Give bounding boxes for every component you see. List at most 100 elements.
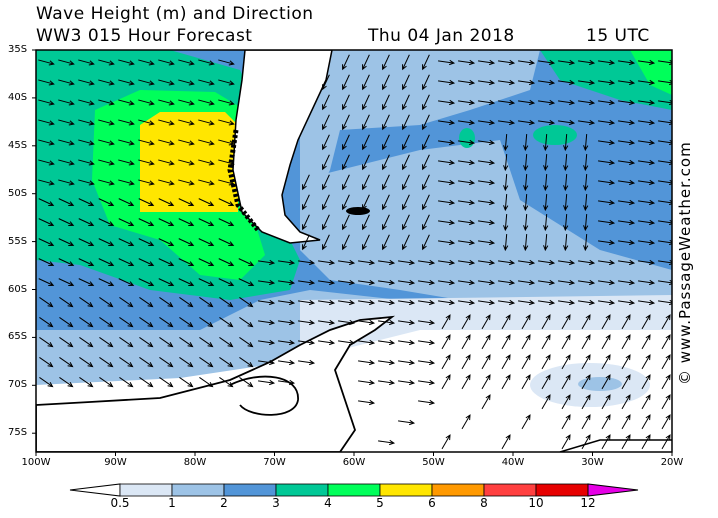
lon-label: 80W xyxy=(183,457,207,468)
wave-direction-arrow xyxy=(358,279,376,286)
wave-direction-arrow xyxy=(598,59,616,66)
wave-direction-arrow xyxy=(318,299,336,306)
wave-direction-arrow xyxy=(118,218,135,226)
wave-direction-arrow xyxy=(302,194,310,211)
wave-direction-arrow xyxy=(558,119,576,126)
wave-direction-arrow xyxy=(563,213,569,232)
wave-direction-arrow xyxy=(543,153,549,172)
wave-direction-arrow xyxy=(518,59,536,66)
wave-direction-arrow xyxy=(438,59,456,66)
wave-direction-arrow xyxy=(523,193,529,212)
wave-direction-arrow xyxy=(218,59,235,66)
wave-direction-arrow xyxy=(39,357,54,368)
wave-direction-arrow xyxy=(563,173,569,192)
wave-direction-arrow xyxy=(78,119,95,126)
wave-direction-arrow xyxy=(278,339,296,346)
wave-direction-arrow xyxy=(523,213,529,232)
wave-direction-arrow xyxy=(563,193,569,212)
wave-direction-arrow xyxy=(378,259,396,266)
wave-direction-arrow xyxy=(278,359,296,366)
wave-direction-arrow xyxy=(402,134,410,151)
wave-direction-arrow xyxy=(138,278,155,286)
wave-direction-arrow xyxy=(498,119,516,126)
wave-direction-arrow xyxy=(139,357,154,368)
wave-direction-arrow xyxy=(618,259,636,266)
wave-direction-arrow xyxy=(159,297,174,308)
wave-direction-arrow xyxy=(258,259,276,266)
wave-direction-arrow xyxy=(498,279,516,286)
wave-direction-arrow xyxy=(438,139,456,146)
wave-direction-arrow xyxy=(402,74,410,91)
wave-direction-arrow xyxy=(59,337,74,348)
wave-direction-arrow xyxy=(601,334,611,350)
wave-direction-arrow xyxy=(498,99,516,106)
wave-direction-arrow xyxy=(618,179,636,186)
wave-direction-arrow xyxy=(478,159,496,166)
legend-swatch xyxy=(327,483,381,497)
wave-direction-arrow xyxy=(58,139,75,146)
wave-direction-arrow xyxy=(581,374,591,390)
wave-direction-arrow xyxy=(398,319,416,326)
wave-direction-arrow xyxy=(541,394,551,410)
wave-direction-arrow xyxy=(461,414,471,430)
wave-direction-arrow xyxy=(418,379,436,386)
wave-direction-arrow xyxy=(418,259,436,266)
wave-direction-arrow xyxy=(322,154,330,171)
wave-direction-arrow xyxy=(98,218,115,226)
wave-direction-arrow xyxy=(38,278,55,286)
chile-fjord-coast xyxy=(227,129,260,232)
wave-direction-arrow xyxy=(342,134,350,151)
wave-direction-arrow xyxy=(199,357,214,368)
wave-direction-arrow xyxy=(98,99,115,106)
wave-direction-arrow xyxy=(342,154,350,171)
wave-direction-arrow xyxy=(78,79,95,86)
wave-direction-arrow xyxy=(541,354,551,370)
wave-direction-arrow xyxy=(138,159,155,166)
wave-direction-arrow xyxy=(621,394,631,410)
lat-label: 60S xyxy=(8,283,28,295)
wave-direction-arrow xyxy=(538,79,556,86)
wave-direction-arrow xyxy=(638,99,656,106)
color-legend-bar xyxy=(69,483,639,497)
wave-direction-arrow xyxy=(503,133,509,152)
wave-direction-arrow xyxy=(422,134,430,151)
wave-direction-arrow xyxy=(422,234,430,251)
legend-swatch xyxy=(119,483,173,497)
wave-direction-arrow xyxy=(342,234,350,251)
wave-direction-arrow xyxy=(638,79,656,86)
wave-direction-arrow xyxy=(378,439,396,446)
wave-direction-arrow xyxy=(198,59,215,66)
wave-direction-arrow xyxy=(158,59,175,66)
wave-direction-arrow xyxy=(79,297,94,308)
wave-direction-arrow xyxy=(583,213,589,232)
wave-direction-arrow xyxy=(563,133,569,152)
wave-direction-arrow xyxy=(99,337,114,348)
wave-direction-arrow xyxy=(278,259,296,266)
wave-direction-arrow xyxy=(158,179,175,186)
wave-direction-arrow xyxy=(621,334,631,350)
wave-direction-arrow xyxy=(322,214,330,231)
wave-direction-arrow xyxy=(378,359,396,366)
wave-direction-arrow xyxy=(398,419,416,426)
wave-direction-arrow xyxy=(458,139,476,146)
wave-direction-arrow xyxy=(58,99,75,106)
wave-direction-arrow xyxy=(581,354,591,370)
falkland-islands xyxy=(346,207,370,215)
wave-direction-arrow xyxy=(478,119,496,126)
wave-direction-arrow xyxy=(178,218,195,226)
wave-direction-arrow xyxy=(518,99,536,106)
wave-direction-arrow xyxy=(159,337,174,348)
wave-direction-arrow xyxy=(342,54,350,71)
wave-direction-arrow xyxy=(578,259,596,266)
wave-direction-arrow xyxy=(118,258,135,266)
legend-tick-label: 6 xyxy=(428,496,436,510)
wave-direction-arrow xyxy=(598,139,616,146)
wave-direction-arrow xyxy=(38,79,55,86)
wave-direction-arrow xyxy=(601,314,611,330)
wave-direction-arrow xyxy=(382,214,390,231)
wave-direction-arrow xyxy=(601,414,611,430)
wave-direction-arrow xyxy=(441,354,451,370)
wave-direction-arrow xyxy=(418,339,436,346)
wave-direction-arrow xyxy=(578,99,596,106)
wave-direction-arrow xyxy=(118,179,135,186)
